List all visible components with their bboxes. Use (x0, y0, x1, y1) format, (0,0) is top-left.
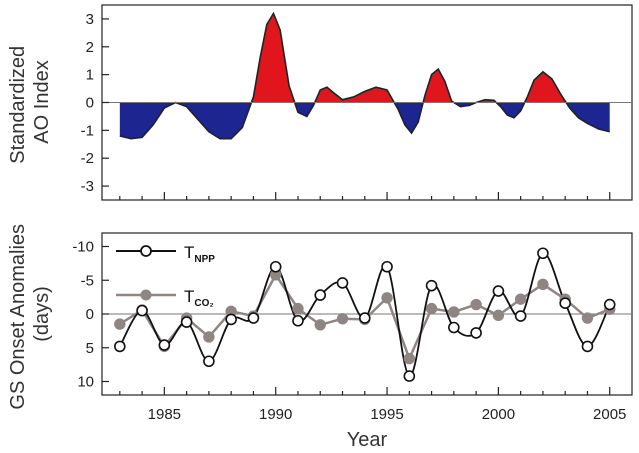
series-npp-point-1996 (403, 370, 416, 382)
series-co2-point-1998 (448, 306, 460, 318)
series-co2-point-1992 (314, 319, 326, 331)
series-npp-point-1984 (136, 304, 148, 317)
series-npp-point-1992 (314, 289, 327, 301)
gs-y-tick-label: -5 (81, 272, 94, 289)
ao-positive-area-3 (251, 13, 295, 103)
ao-index-areas (119, 11, 610, 140)
ao-x-tick-marks (119, 192, 611, 200)
x-tick-label-1990: 1990 (259, 406, 292, 423)
legend: TNPP TCO₂ (116, 243, 215, 309)
series-npp-point-1998 (448, 321, 460, 334)
series-npp-point-1989 (247, 312, 260, 324)
series-co2-point-1997 (425, 302, 438, 315)
legend-item-npp: TNPP (116, 243, 215, 265)
x-tick-label-1985: 1985 (148, 406, 181, 423)
ao-negative-area-2 (175, 102, 252, 139)
ao-y-tick-label: 2 (86, 39, 94, 56)
series-co2-point-1983 (114, 318, 126, 330)
ao-negative-area-0 (119, 102, 176, 139)
ao-negative-area-12 (566, 102, 610, 132)
gs-y-ticks: -10 -5 0 5 10 (72, 239, 109, 391)
series-npp-point-1999 (470, 327, 482, 339)
legend-item-co2: TCO₂ (116, 287, 214, 309)
series-npp-point-2002 (537, 247, 549, 260)
series-npp-point-2000 (492, 285, 505, 297)
gs-y-axis-title-line-2: (days) (31, 286, 53, 342)
ao-y-axis-title-line-1: Standardized (7, 46, 29, 164)
series-npp-point-2004 (581, 340, 594, 353)
series-npp-point-1988 (225, 313, 237, 326)
gs-y-tick-label: 5 (86, 340, 94, 357)
x-tick-label-2000: 2000 (482, 406, 515, 423)
gs-y-tick-label: 0 (86, 306, 94, 323)
ao-positive-area-5 (314, 87, 395, 103)
x-tick-label-2005: 2005 (593, 406, 626, 423)
series-npp-point-2001 (514, 310, 527, 322)
series-npp-point-1983 (114, 340, 126, 353)
series-npp-point-1993 (336, 277, 349, 289)
series-co2-point-2002 (537, 278, 549, 290)
x-axis-title: Year (347, 429, 388, 451)
series-co2-point-2004 (581, 312, 594, 324)
series-npp-point-2003 (559, 297, 571, 310)
legend-npp-marker (140, 245, 152, 257)
series-npp-point-1986 (180, 316, 193, 328)
series-co2-point-1993 (336, 313, 349, 325)
series-npp-point-1991 (292, 314, 304, 327)
ao-index-curve (119, 11, 610, 140)
series-npp-point-1990 (269, 260, 282, 273)
series-co2-point-1987 (203, 331, 215, 343)
ao-y-axis-title: Standardized AO Index (7, 40, 53, 163)
ao-y-tick-label: 1 (86, 67, 94, 84)
series-co2-point-1995 (381, 292, 393, 304)
series-npp-point-1994 (358, 312, 371, 324)
legend-npp-sub: NPP (194, 254, 215, 265)
gs-y-tick-label: -10 (72, 239, 94, 256)
legend-co2-name: T (184, 287, 194, 306)
series-npp-point-1987 (203, 355, 215, 368)
series-npp-point-2005 (603, 298, 616, 311)
ao-y-tick-label: 3 (86, 11, 94, 28)
ao-y-tick-label: 0 (86, 95, 94, 112)
gs-y-axis-title: GS Onset Anomalies (days) (7, 218, 53, 409)
series-npp-point-1997 (425, 279, 438, 292)
ao-y-axis-title-line-2: AO Index (31, 60, 53, 143)
gs-y-axis-title-line-1: GS Onset Anomalies (7, 224, 29, 410)
gs-x-ticks: 1985 1990 1995 2000 2005 (119, 387, 626, 423)
series-npp-point-1985 (158, 339, 171, 351)
series-co2-point-2001 (514, 293, 527, 305)
legend-npp-label: TNPP (184, 243, 215, 265)
ao-y-tick-label: -3 (81, 178, 94, 195)
gs-y-tick-label: 10 (77, 374, 94, 391)
series-co2-point-1996 (403, 352, 416, 365)
ao-index-panel: 3 2 1 0 -1 -2 -3 Standardized AO Index (7, 4, 633, 201)
legend-co2-label: TCO₂ (184, 287, 214, 309)
series-co2-point-1999 (470, 298, 482, 311)
gs-series-points (114, 247, 616, 382)
series-co2-point-1991 (292, 302, 304, 315)
ao-y-tick-label: -1 (81, 122, 94, 139)
legend-npp-name: T (184, 243, 194, 262)
x-tick-label-1995: 1995 (370, 406, 403, 423)
legend-co2-marker (140, 289, 152, 301)
series-co2-point-2000 (492, 309, 505, 322)
ao-y-tick-label: -2 (81, 150, 94, 167)
series-npp-point-1995 (381, 260, 393, 273)
ao-y-ticks: 3 2 1 0 -1 -2 -3 (81, 11, 109, 195)
legend-co2-sub: CO₂ (194, 298, 213, 309)
